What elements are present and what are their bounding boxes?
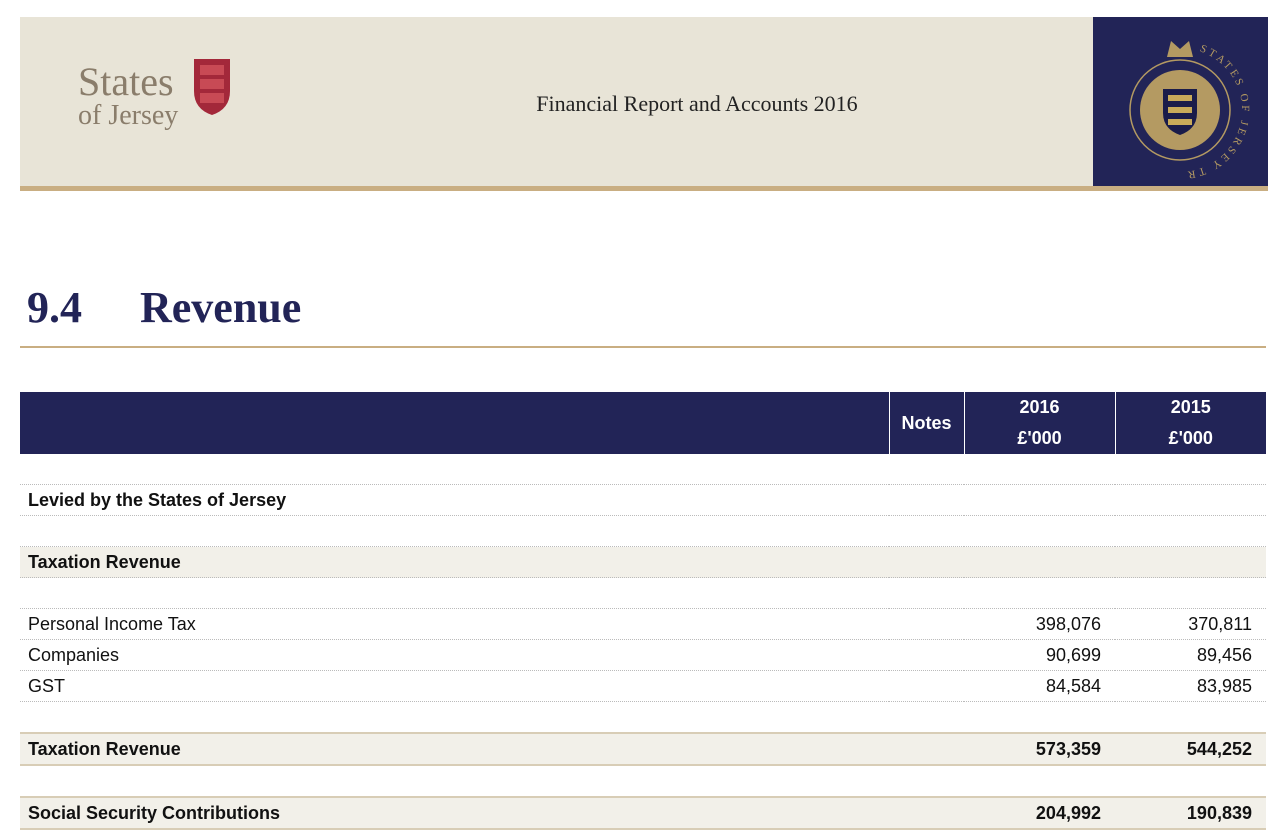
value-cell — [1115, 484, 1266, 516]
crest — [194, 59, 230, 115]
header-text: 2016 — [1019, 397, 1060, 417]
section-number: 9.4 — [27, 283, 82, 332]
notes-cell — [889, 796, 964, 830]
row-label: GST — [20, 670, 889, 702]
item-row: Personal Income Tax 398,076 370,811 — [20, 608, 1266, 640]
item-row: GST 84,584 83,985 — [20, 670, 1266, 702]
value-cell: 370,811 — [1115, 608, 1266, 640]
spacer-cell — [20, 765, 1266, 798]
document-title: Financial Report and Accounts 2016 — [536, 91, 858, 116]
header-cell: Notes — [888, 392, 964, 454]
logo-line: of Jersey — [78, 100, 179, 131]
section-rule — [20, 346, 1266, 348]
header-cell: 2015 £'000 — [1114, 392, 1266, 454]
item-row: Companies 90,699 89,456 — [20, 639, 1266, 671]
header-band: States of Jersey Financial Report and Ac… — [20, 8, 1268, 191]
subheading-row: Taxation Revenue — [20, 546, 1266, 578]
notes-cell — [889, 484, 964, 516]
value-cell — [964, 484, 1115, 516]
revenue-table: Notes 2016 £'000 2015 £'000 Levied by the … — [20, 392, 1266, 830]
heading-row: Levied by the States of Jersey — [20, 484, 1266, 516]
notes-cell — [889, 546, 964, 578]
total-row: Social Security Contributions 204,992 190,… — [20, 796, 1266, 830]
row-label: Companies — [20, 639, 889, 671]
row-label: Social Security Contributions — [20, 796, 889, 830]
header-text: £'000 — [1017, 428, 1062, 448]
value-cell: 573,359 — [964, 732, 1115, 766]
notes-cell — [889, 670, 964, 702]
logo-line: States — [78, 59, 174, 104]
notes-cell — [889, 608, 964, 640]
value-cell: 84,584 — [964, 670, 1115, 702]
spacer-row — [20, 577, 1266, 609]
section-heading: 9.4 Revenue — [27, 282, 301, 333]
value-cell — [1115, 546, 1266, 578]
table-body: Levied by the States of Jersey Taxation R… — [20, 454, 1266, 830]
value-cell: 190,839 — [1115, 796, 1266, 830]
spacer-cell — [20, 577, 1266, 609]
row-label: Taxation Revenue — [20, 732, 889, 766]
value-cell: 544,252 — [1115, 732, 1266, 766]
spacer-cell — [20, 454, 1266, 485]
notes-cell — [889, 732, 964, 766]
seal: STATES OF JERSEY TREASURY — [1088, 8, 1249, 181]
header-text: £'000 — [1168, 428, 1213, 448]
header-text: 2015 — [1170, 397, 1211, 417]
spacer-row — [20, 454, 1266, 485]
value-cell: 89,456 — [1115, 639, 1266, 671]
header-cell — [20, 392, 889, 454]
notes-cell — [889, 639, 964, 671]
value-cell — [964, 546, 1115, 578]
section-title: Revenue — [140, 283, 302, 332]
header-cell: 2016 £'000 — [963, 392, 1115, 454]
spacer-cell — [20, 515, 1266, 547]
value-cell: 83,985 — [1115, 670, 1266, 702]
total-row: Taxation Revenue 573,359 544,252 — [20, 732, 1266, 766]
row-label: Personal Income Tax — [20, 608, 889, 640]
spacer-row — [20, 701, 1266, 734]
value-cell: 398,076 — [964, 608, 1115, 640]
value-cell: 90,699 — [964, 639, 1115, 671]
spacer-row — [20, 765, 1266, 798]
value-cell: 204,992 — [964, 796, 1115, 830]
header-row: Notes 2016 £'000 2015 £'000 — [20, 392, 1266, 454]
spacer-row — [20, 515, 1266, 547]
logo: States of Jersey — [78, 59, 179, 133]
row-label: Levied by the States of Jersey — [20, 484, 889, 516]
seal-box: STATES OF JERSEY TREASURY — [1088, 8, 1268, 186]
row-label: Taxation Revenue — [20, 546, 889, 578]
spacer-cell — [20, 701, 1266, 734]
